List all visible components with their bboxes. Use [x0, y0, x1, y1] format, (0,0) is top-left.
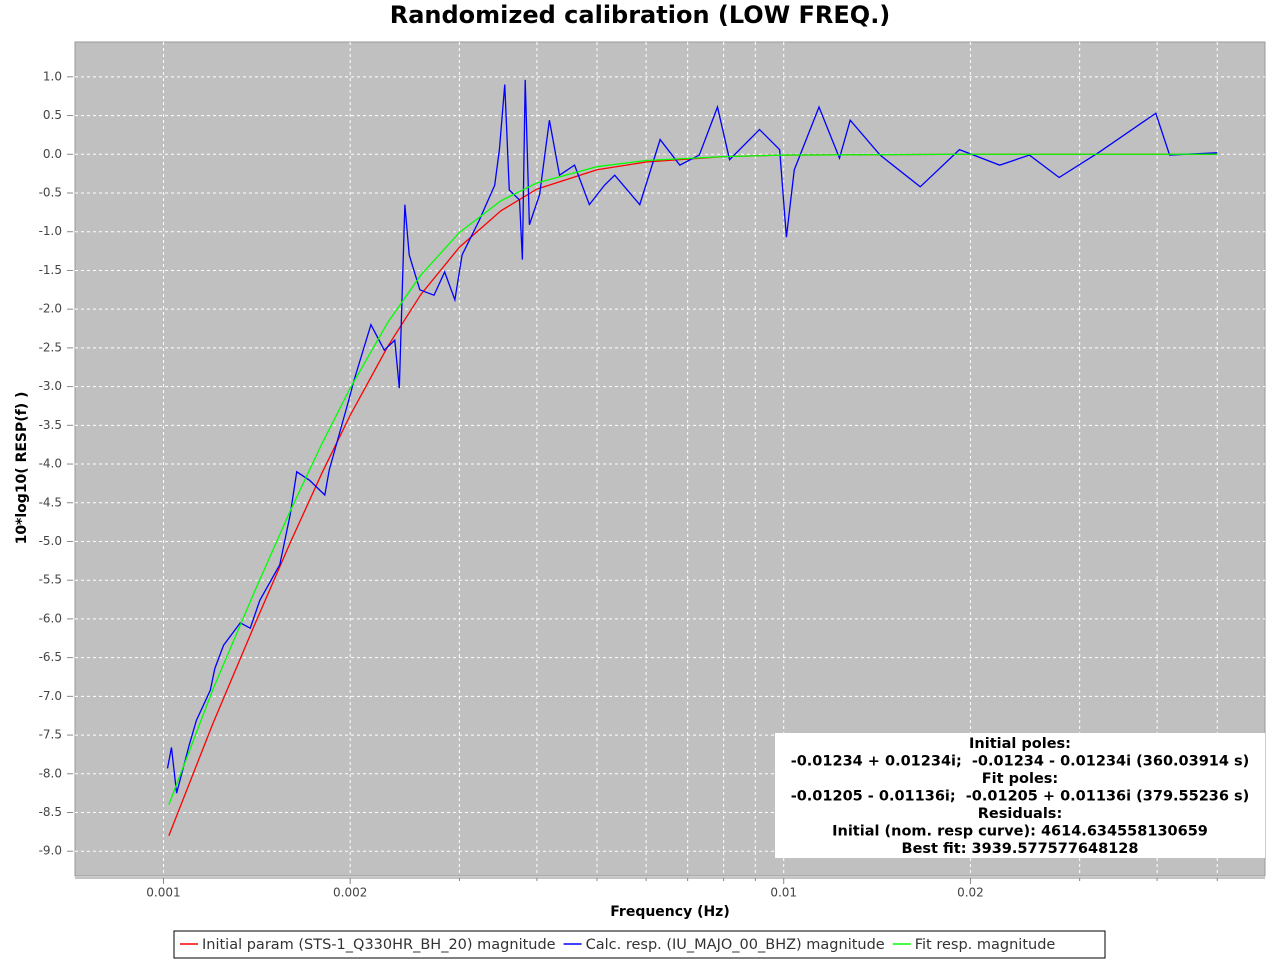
y-tick-label: -5.0 [39, 534, 62, 548]
y-tick-label: 0.5 [43, 108, 62, 122]
annotation-line: Fit poles: [982, 771, 1058, 787]
x-tick-label: 0.002 [333, 886, 367, 900]
y-tick-label: -3.0 [39, 379, 62, 393]
y-tick-label: -1.0 [39, 224, 62, 238]
y-tick-label: -0.5 [39, 186, 62, 200]
annotation-box [775, 733, 1265, 858]
legend-label: Fit resp. magnitude [915, 937, 1056, 953]
annotation-line: Initial poles: [969, 736, 1071, 752]
y-tick-label: -4.5 [39, 495, 62, 509]
y-tick-label: 0.0 [43, 147, 62, 161]
y-tick-label: -8.5 [39, 805, 62, 819]
y-tick-label: -5.5 [39, 573, 62, 587]
y-tick-label: -2.0 [39, 302, 62, 316]
y-tick-label: -6.0 [39, 611, 62, 625]
x-axis-label: Frequency (Hz) [610, 904, 729, 920]
y-tick-label: -4.0 [39, 457, 62, 471]
y-tick-label: -6.5 [39, 650, 62, 664]
x-tick-label: 0.001 [146, 886, 180, 900]
legend [173, 930, 1106, 959]
y-tick-label: -1.5 [39, 263, 62, 277]
series-line [168, 153, 1218, 805]
annotation: Initial poles: -0.01234 + 0.01234i; -0.01… [791, 736, 1250, 857]
legend-items: Initial param (STS-1_Q330HR_BH_20) magni… [180, 937, 1055, 953]
y-tick-label: 1.0 [43, 69, 62, 83]
y-tick-label: -2.5 [39, 340, 62, 354]
annotation-line: Residuals: [978, 806, 1063, 822]
annotation-line: Initial (nom. resp curve): 4614.63455813… [832, 824, 1208, 840]
annotation-line: -0.01234 + 0.01234i; -0.01234 - 0.01234i… [791, 754, 1250, 770]
series-line [166, 79, 1218, 794]
annotation-line: Best fit: 3939.577577648128 [902, 841, 1139, 857]
lines [166, 79, 1218, 836]
y-tick-label: -7.5 [39, 728, 62, 742]
y-tick-label: -7.0 [39, 689, 62, 703]
y-tick-label: -9.0 [39, 844, 62, 858]
y-tick-label: -8.0 [39, 766, 62, 780]
x-tick-label: 0.01 [770, 886, 797, 900]
y-tick-label: -3.5 [39, 418, 62, 432]
x-tick-label: 0.02 [957, 886, 984, 900]
legend-label: Initial param (STS-1_Q330HR_BH_20) magni… [202, 937, 556, 953]
annotation-line: -0.01205 - 0.01136i; -0.01205 + 0.01136i… [791, 789, 1250, 805]
chart-title: Randomized calibration (LOW FREQ.) [390, 1, 891, 29]
y-axis-label: 10*log10( RESP(f) ) [14, 392, 30, 545]
legend-label: Calc. resp. (IU_MAJO_00_BHZ) magnitude [586, 937, 885, 953]
